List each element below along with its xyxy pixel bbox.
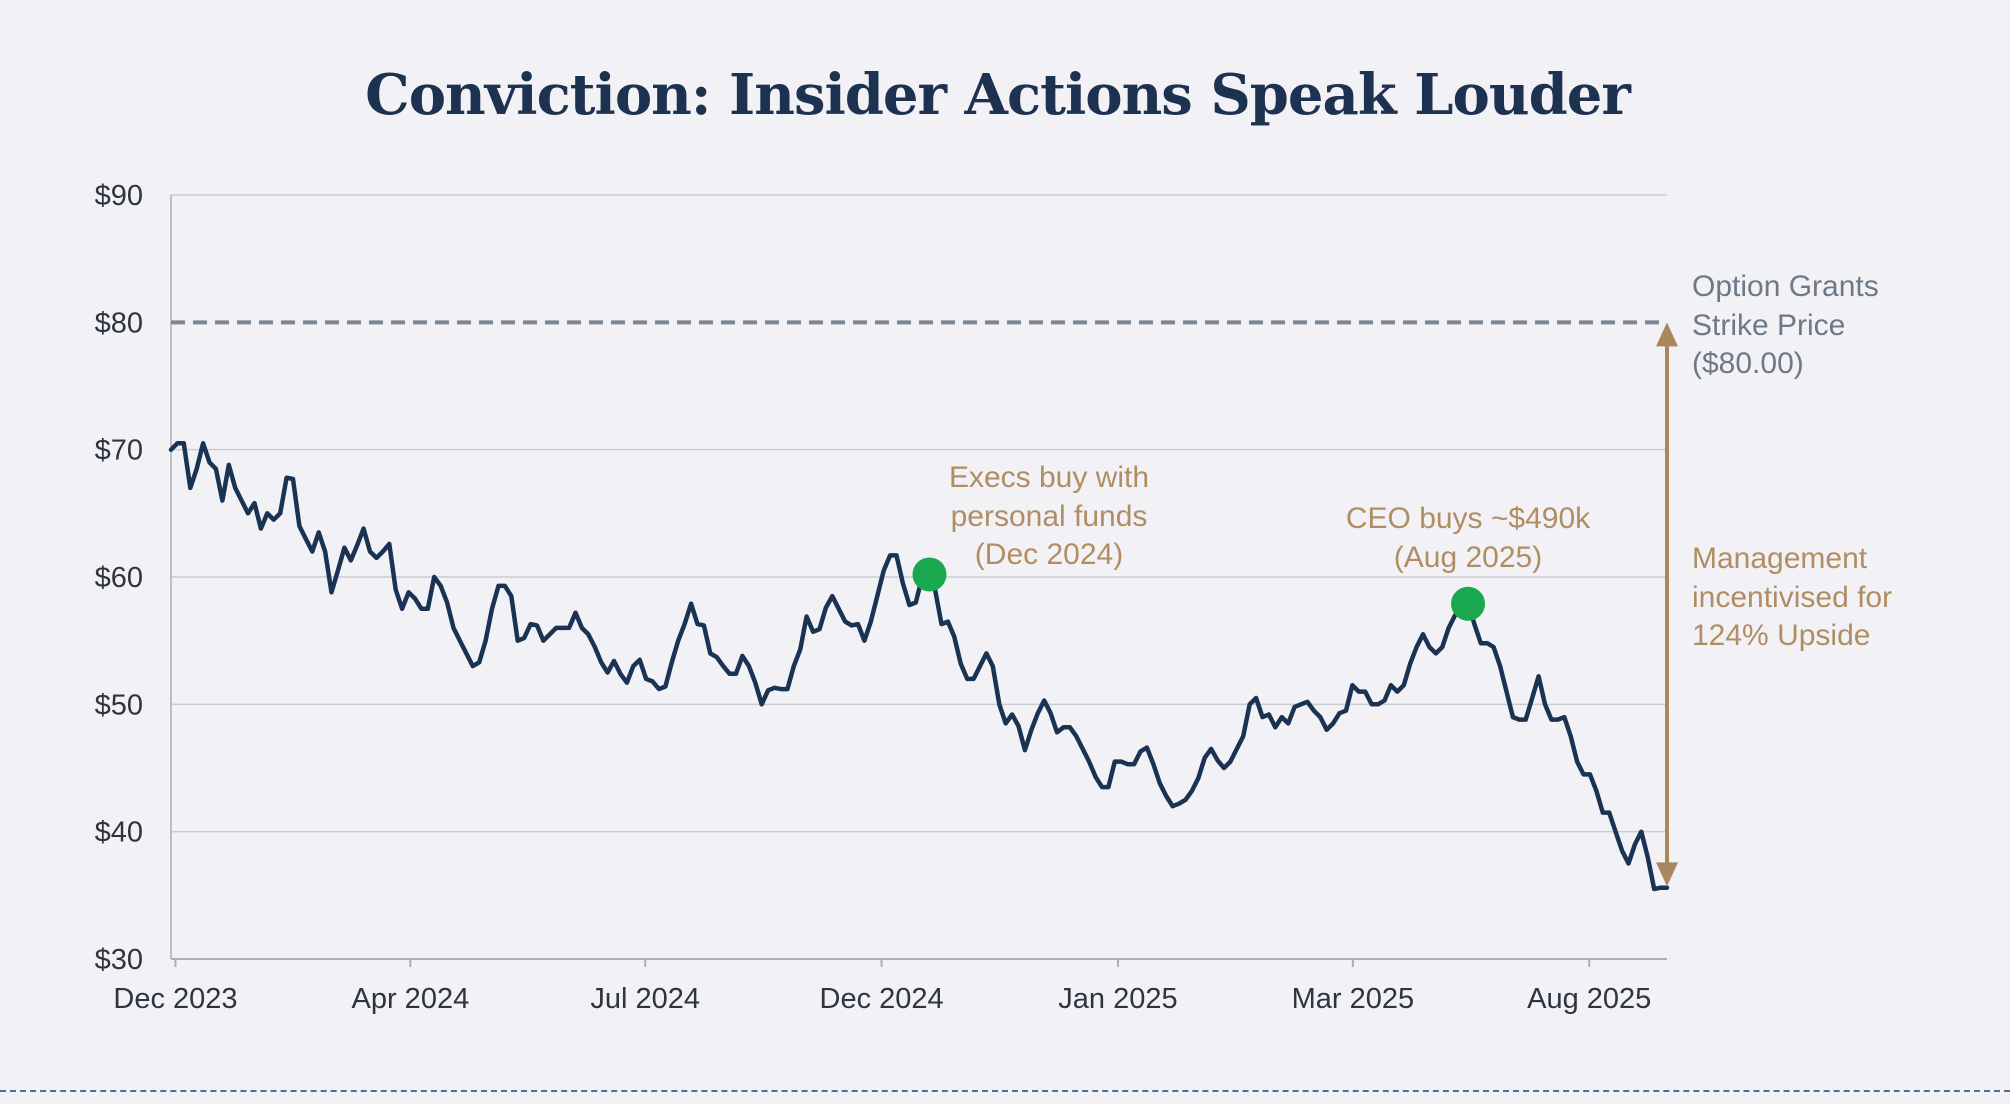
- insider-buy-marker: [912, 557, 947, 592]
- x-tick-label: Jul 2024: [590, 983, 700, 1015]
- y-tick-label: $40: [95, 817, 143, 849]
- price-line: [168, 441, 1670, 892]
- annotation-line: CEO buys ~$490k: [1345, 502, 1591, 535]
- strike-label-line: Option Grants: [1692, 270, 1879, 303]
- annotation-line: (Aug 2025): [1393, 540, 1543, 574]
- strike-label-line: ($80.00): [1692, 347, 1804, 380]
- y-tick-label: $70: [95, 435, 143, 467]
- chart-title: Conviction: Insider Actions Speak Louder: [365, 62, 1631, 128]
- upside-label-line: Management: [1692, 542, 1868, 575]
- y-tick-label: $60: [95, 562, 143, 594]
- annotation-line: personal funds: [950, 499, 1148, 533]
- y-tick-label: $50: [95, 689, 143, 721]
- ceo-buy-annotation: CEO buys ~$490k (Aug 2025): [1298, 500, 1638, 577]
- annotation-line: Execs buy with: [948, 461, 1150, 494]
- x-tick-label: Dec 2023: [113, 983, 237, 1015]
- y-tick-label: $90: [95, 180, 143, 212]
- upside-label-line: incentivised for: [1692, 580, 1893, 614]
- arrow-head-down-icon: [1656, 862, 1678, 887]
- strike-label-line: Strike Price: [1692, 308, 1846, 342]
- insider-buy-marker: [1451, 586, 1486, 621]
- y-tick-label: $30: [95, 944, 143, 976]
- x-tick-label: Apr 2024: [352, 983, 470, 1015]
- upside-label: Management incentivised for 124% Upside: [1692, 540, 1892, 656]
- arrow-head-up-icon: [1656, 322, 1678, 347]
- y-tick-label: $80: [95, 307, 143, 339]
- x-tick-label: Dec 2024: [820, 983, 944, 1015]
- x-tick-label: Jan 2025: [1058, 983, 1177, 1015]
- strike-price-label: Option Grants Strike Price ($80.00): [1692, 268, 1879, 384]
- annotation-line: (Dec 2024): [974, 538, 1124, 571]
- upside-label-line: 124% Upside: [1692, 619, 1871, 652]
- bottom-divider: [0, 1090, 2010, 1092]
- x-tick-label: Mar 2025: [1292, 983, 1415, 1015]
- x-tick-label: Aug 2025: [1527, 983, 1651, 1015]
- execs-buy-annotation: Execs buy with personal funds (Dec 2024): [899, 459, 1199, 575]
